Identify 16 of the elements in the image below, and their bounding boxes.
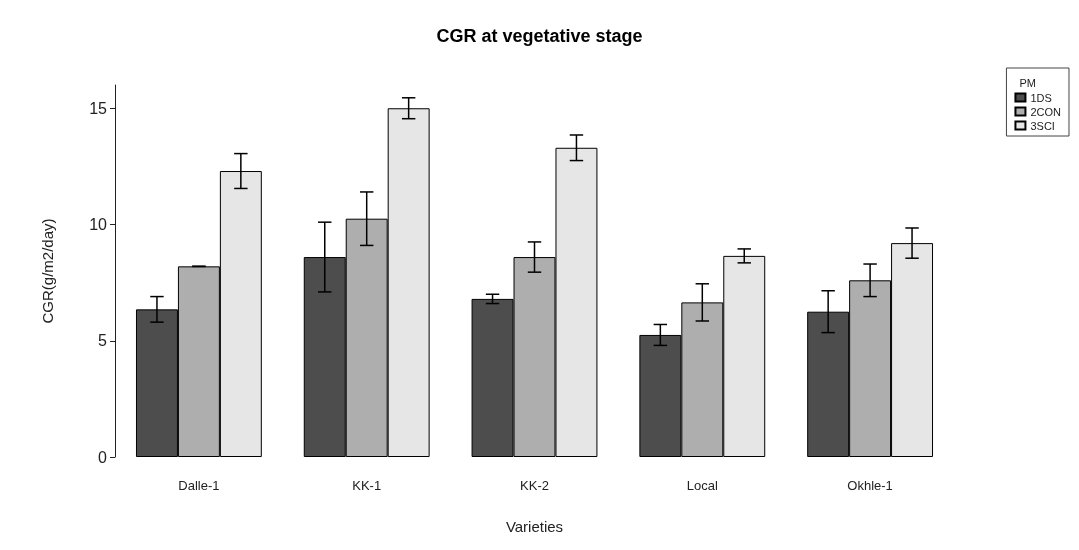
- y-tick-label: 5: [98, 332, 108, 350]
- x-tick-label: KK-2: [520, 478, 549, 493]
- x-axis-title: Varieties: [505, 518, 564, 535]
- legend-label: 3SCI: [1030, 119, 1055, 132]
- y-axis-title: CGR(g/m2/day): [39, 218, 56, 324]
- x-tick-label: Local: [686, 478, 718, 493]
- y-tick-label: 10: [89, 216, 108, 233]
- y-tick-label: 0: [98, 448, 108, 466]
- y-tick-label: 15: [89, 99, 108, 117]
- x-tick-label: Okhle-1: [847, 478, 893, 493]
- legend-label: 2CON: [1030, 105, 1062, 118]
- legend-label: 1DS: [1030, 91, 1052, 104]
- x-tick-label: Dalle-1: [178, 478, 220, 493]
- chart-title: CGR at vegetative stage: [436, 26, 643, 46]
- x-tick-label: KK-1: [352, 478, 382, 493]
- legend-title: PM: [1019, 76, 1036, 89]
